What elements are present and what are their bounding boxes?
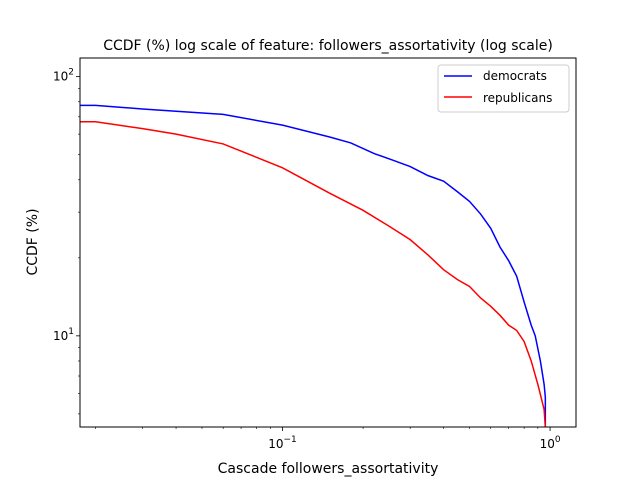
series-line-republicans <box>80 120 547 427</box>
series-layer <box>80 104 547 427</box>
plot-frame <box>79 57 577 428</box>
legend: democrats republicans <box>437 64 570 113</box>
chart-title: CCDF (%) log scale of feature: followers… <box>103 38 553 54</box>
x-tick-label: 100 <box>540 435 561 451</box>
y-tick-label: 102 <box>53 68 74 84</box>
ticks-layer: 10−1 100 101 102 <box>53 68 561 451</box>
x-axis-label: Cascade followers_assortativity <box>218 461 439 477</box>
y-axis-label: CCDF (%) <box>25 208 41 275</box>
x-tick-label: 10−1 <box>268 435 297 451</box>
series-line-democrats <box>80 104 547 427</box>
legend-label-democrats: democrats <box>483 69 547 83</box>
legend-label-republicans: republicans <box>483 91 552 105</box>
y-tick-label: 101 <box>53 327 74 343</box>
